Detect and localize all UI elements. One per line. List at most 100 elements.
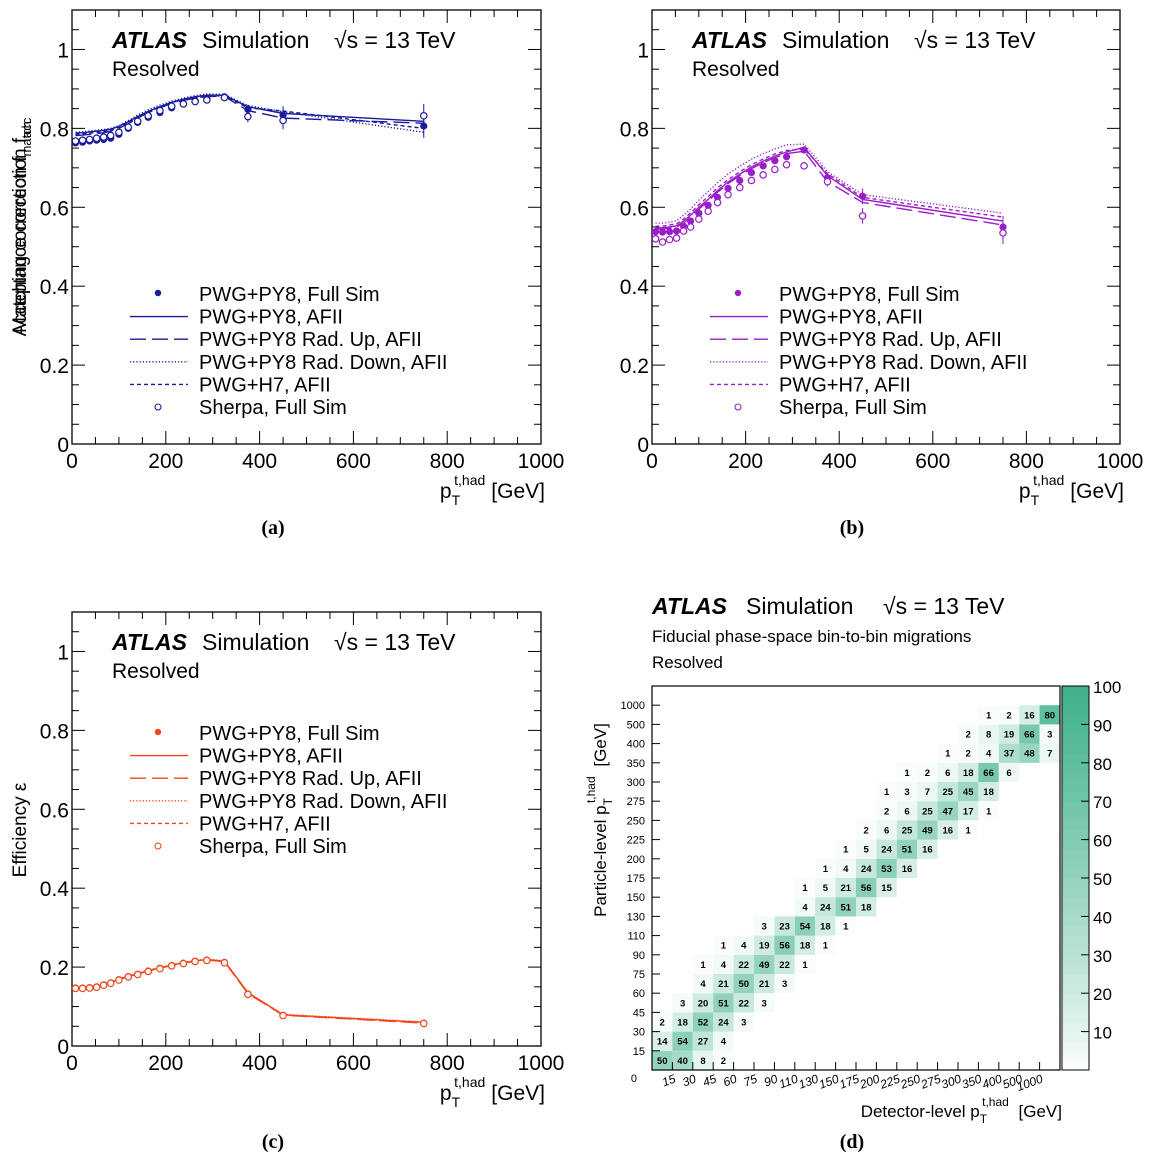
legend-label: PWG+PY8, Full Sim [199, 723, 380, 745]
data-point-open [92, 134, 101, 143]
data-point [665, 228, 674, 236]
matrix-cell [652, 1050, 673, 1070]
matrix-cell-value: 2 [660, 1018, 665, 1029]
matrix-cell [978, 801, 999, 821]
matrix-cell [794, 897, 816, 917]
y-tick-label: 0.8 [40, 118, 69, 141]
x-tick-label: 45 [701, 1072, 719, 1090]
data-point-open [71, 984, 80, 993]
matrix-cell-value: 4 [986, 749, 992, 760]
matrix-cell [754, 974, 775, 994]
x-tick-label: 300 [939, 1072, 963, 1092]
x-tick-label: 600 [915, 450, 950, 473]
colorbar-step [1062, 916, 1089, 927]
x-tick-label: 600 [336, 450, 371, 473]
matrix-cell-value: 22 [739, 960, 750, 971]
y-tick-label: 90 [633, 950, 645, 962]
matrix-cell-value: 2 [721, 1056, 726, 1067]
matrix-cell-value: 20 [698, 998, 709, 1009]
matrix-cell [1019, 743, 1040, 763]
y-tick-label: 1000 [621, 700, 645, 712]
y-tick-label: 0.4 [40, 878, 70, 901]
matrix-cell [692, 1012, 714, 1032]
x-tick-label: 1000 [518, 450, 565, 473]
energy-label: √s = 13 TeV [883, 593, 1005, 619]
matrix-cell-value: 2 [884, 806, 889, 817]
matrix-cell-value: 6 [884, 826, 889, 837]
matrix-cell-value: 25 [922, 806, 933, 817]
matrix-cell [774, 974, 795, 994]
y-tick-label: 0.4 [40, 276, 70, 299]
data-point-open [665, 235, 674, 244]
matrix-cell [937, 820, 958, 840]
matrix-cell-value: 2 [1006, 710, 1011, 721]
matrix-cell-value: 37 [1004, 749, 1015, 760]
y-tick-label: 225 [627, 835, 645, 847]
matrix-cell [774, 935, 795, 955]
matrix-cell [672, 1050, 693, 1070]
matrix-cell-value: 52 [698, 1018, 709, 1029]
matrix-cell-value: 24 [881, 845, 892, 856]
matrix-cell [856, 839, 877, 859]
matrix-cell-value: 15 [881, 883, 892, 894]
matrix-cell-value: 1 [966, 826, 972, 837]
data-point-open [167, 962, 176, 970]
legend-label: PWG+PY8 Rad. Down, AFII [779, 352, 1027, 374]
matrix-cell-value: 18 [820, 922, 831, 933]
matrix-cell-value: 5 [823, 883, 829, 894]
matrix-cell-value: 8 [700, 1056, 705, 1067]
data-point [771, 157, 779, 165]
data-point-open [133, 117, 142, 126]
colorbar-tick-label: 80 [1093, 755, 1112, 774]
colorbar-step [1062, 1031, 1089, 1042]
matrix-cell-value: 1 [802, 883, 808, 894]
matrix-cell [774, 916, 795, 936]
matrix-cell [1039, 724, 1060, 744]
data-point-open [203, 96, 211, 104]
matrix-cell-value: 16 [943, 826, 954, 837]
data-point [747, 168, 756, 177]
matrix-cell [856, 858, 877, 878]
matrix-cell [692, 974, 714, 994]
matrix-cell [998, 705, 1020, 725]
matrix-cell [692, 993, 714, 1013]
data-point-open [156, 106, 164, 115]
matrix-cell-value: 48 [1024, 749, 1035, 760]
matrix-cell-value: 23 [779, 922, 790, 933]
colorbar-step [1062, 983, 1089, 994]
matrix-cell [876, 801, 897, 821]
colorbar-step [1062, 1012, 1089, 1023]
x-axis-title: pTt,had [GeV] [1019, 472, 1124, 508]
legend-label: PWG+H7, AFII [779, 374, 911, 396]
data-point-open [771, 165, 779, 174]
data-point-open [672, 234, 681, 242]
matrix-cell-value: 6 [945, 768, 950, 779]
y-tick-label: 0.6 [40, 799, 69, 822]
matrix-cell [713, 1012, 734, 1032]
y-tick-label: 0.8 [40, 720, 69, 743]
x-tick-label: 250 [898, 1072, 923, 1092]
x-tick-label: 200 [148, 450, 183, 473]
x-tick-label: 30 [680, 1072, 698, 1090]
matrix-cell [692, 1031, 714, 1051]
x-tick-label: 15 [660, 1072, 678, 1090]
resolved-label: Resolved [652, 653, 723, 672]
matrix-cell [713, 935, 734, 955]
matrix-cell-value: 53 [881, 864, 892, 875]
data-point-open [115, 128, 123, 137]
matrix-cell-value: 56 [861, 883, 872, 894]
matrix-cell-value: 1 [721, 941, 727, 952]
data-point-open [71, 137, 80, 145]
simulation-label: Simulation [782, 27, 889, 53]
colorbar-step [1062, 954, 1089, 965]
matrix-cell-value: 3 [680, 998, 685, 1009]
matrix-cell [692, 954, 714, 974]
legend-label: PWG+H7, AFII [199, 374, 331, 396]
matrix-cell [713, 974, 734, 994]
colorbar-step [1062, 695, 1089, 706]
matrix-cell-value: 3 [904, 787, 909, 798]
matrix-cell-value: 16 [902, 864, 913, 875]
x-tick-label: 90 [762, 1072, 780, 1090]
panel-b-matching: 0 200 400 600 800 1000 0 0.2 0.4 0.6 0.8 1 Matching … [10, 9, 1143, 508]
matrix-cell [876, 858, 897, 878]
